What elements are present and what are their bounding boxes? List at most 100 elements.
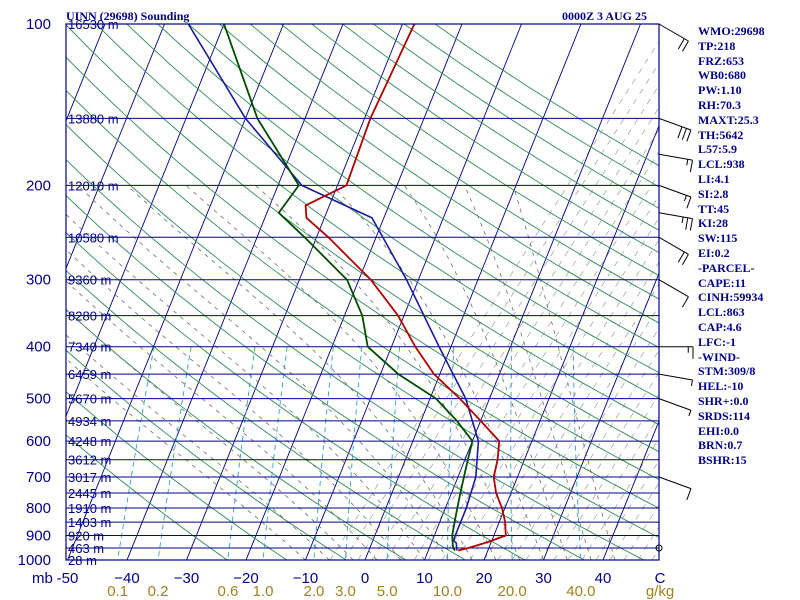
barb-staff xyxy=(658,236,689,255)
index-item: CAPE:11 xyxy=(698,275,746,290)
hatch-line xyxy=(343,62,659,560)
height-label: 1403 m xyxy=(68,515,111,530)
plot-border xyxy=(65,23,660,561)
barb-staff xyxy=(658,279,689,298)
height-label: 3612 m xyxy=(68,453,111,468)
height-label: 12010 m xyxy=(68,178,119,193)
index-item: SHR+:0.0 xyxy=(698,393,749,408)
moist-adiabat-line xyxy=(403,185,568,560)
height-label: 7340 m xyxy=(68,340,111,355)
mixing-ratio-line xyxy=(313,346,334,560)
height-label: 2445 m xyxy=(68,486,111,501)
height-label: 1910 m xyxy=(68,501,111,516)
mixing-ratio-tick-label: 0.2 xyxy=(148,583,169,600)
pressure-tick-label: 300 xyxy=(26,272,51,289)
barb-feather xyxy=(677,38,685,50)
index-item: TP:218 xyxy=(698,38,736,53)
temperature-unit-label: C xyxy=(655,570,666,587)
height-label: 4934 m xyxy=(68,414,111,429)
hatch-line xyxy=(441,217,659,560)
index-item: LFC:-1 xyxy=(698,334,736,349)
temperature-tick-label: 10 xyxy=(416,570,433,587)
index-item: BSHR:15 xyxy=(698,453,747,468)
mixing-ratio-line xyxy=(386,346,400,560)
isotherm-line xyxy=(305,24,522,560)
barb-feather xyxy=(689,160,693,173)
wind-barb xyxy=(659,346,694,359)
mixing-ratio-line xyxy=(157,346,192,560)
temperature-tick-label: 30 xyxy=(535,570,552,587)
mixing-ratio-tick-label: 10.0 xyxy=(433,583,462,600)
wind-barb xyxy=(658,212,693,231)
index-item: KI:28 xyxy=(698,216,728,231)
height-label: 16530 m xyxy=(68,17,119,32)
mixing-ratio-unit-label: g/kg xyxy=(646,583,674,600)
index-item: SW:115 xyxy=(698,231,738,246)
wind-barb xyxy=(658,373,693,387)
temperature-tick-label: 0 xyxy=(361,570,369,587)
temperature-tick-label: −10 xyxy=(293,570,318,587)
index-item: WB0:680 xyxy=(698,68,746,83)
mixing-ratio-line xyxy=(510,346,513,560)
hatch-line xyxy=(469,261,659,560)
index-item: HEL:-10 xyxy=(698,379,744,394)
index-item: LCL:863 xyxy=(698,305,745,320)
barb-staff xyxy=(658,476,692,490)
isotherm-line xyxy=(126,24,344,560)
wind-barb xyxy=(658,117,692,142)
index-item: L57:5.9 xyxy=(698,142,737,157)
barb-feather xyxy=(685,217,689,230)
height-label: 4248 m xyxy=(68,434,111,449)
mixing-ratio-tick-label: 0.6 xyxy=(217,583,238,600)
isotherm-line xyxy=(364,24,582,560)
index-item: WMO:29698 xyxy=(698,24,765,38)
moist-adiabat-line xyxy=(512,185,616,560)
barb-staff xyxy=(658,23,689,42)
wind-barb xyxy=(658,476,692,501)
hatch-line xyxy=(483,283,659,560)
index-item: CAP:4.6 xyxy=(698,319,742,334)
barb-feather xyxy=(682,254,689,265)
index-item: MAXT:25.3 xyxy=(698,112,759,127)
isotherm-line xyxy=(245,24,463,560)
hatch-line xyxy=(385,128,659,560)
wind-barb xyxy=(658,184,692,209)
height-label: 8280 m xyxy=(68,309,111,324)
temperature-tick-label: −30 xyxy=(174,570,199,587)
moist-adiabat-line xyxy=(126,185,473,560)
index-item: TH:5642 xyxy=(698,127,744,142)
height-label: 3017 m xyxy=(68,470,111,485)
index-item: BRN:0.7 xyxy=(698,438,743,453)
pressure-tick-label: 600 xyxy=(26,433,51,450)
temperature-tick-label: −20 xyxy=(233,570,258,587)
wind-barb xyxy=(655,544,663,552)
valid-time: 0000Z 3 AUG 25 xyxy=(562,9,648,23)
moist-adiabat-line xyxy=(185,185,497,560)
mixing-ratio-line xyxy=(262,346,288,560)
height-label: 5670 m xyxy=(68,392,111,407)
dry-adiabat-line xyxy=(66,309,407,560)
moist-adiabat-line xyxy=(66,249,402,560)
isotherm-line xyxy=(424,24,641,560)
index-item: EI:0.2 xyxy=(698,245,730,260)
wind-barb xyxy=(658,236,689,265)
dry-adiabat-line xyxy=(66,89,659,509)
height-label: 28 m xyxy=(68,553,97,568)
moist-adiabat-line xyxy=(66,308,354,560)
wind-barb xyxy=(658,398,692,417)
barb-staff xyxy=(658,212,693,220)
height-label: 920 m xyxy=(68,528,104,543)
index-item: LCL:938 xyxy=(698,157,745,172)
wind-barb xyxy=(658,279,689,308)
mixing-ratio-tick-label: 40.0 xyxy=(566,583,595,600)
barb-half-feather xyxy=(683,195,687,202)
pressure-tick-label: 500 xyxy=(26,391,51,408)
barb-feather xyxy=(677,251,685,263)
moist-adiabat-line xyxy=(66,280,378,560)
dewpoint-line xyxy=(223,24,474,552)
barb-staff xyxy=(658,184,692,198)
hatch-line xyxy=(778,24,800,560)
hatch-line xyxy=(792,24,800,560)
